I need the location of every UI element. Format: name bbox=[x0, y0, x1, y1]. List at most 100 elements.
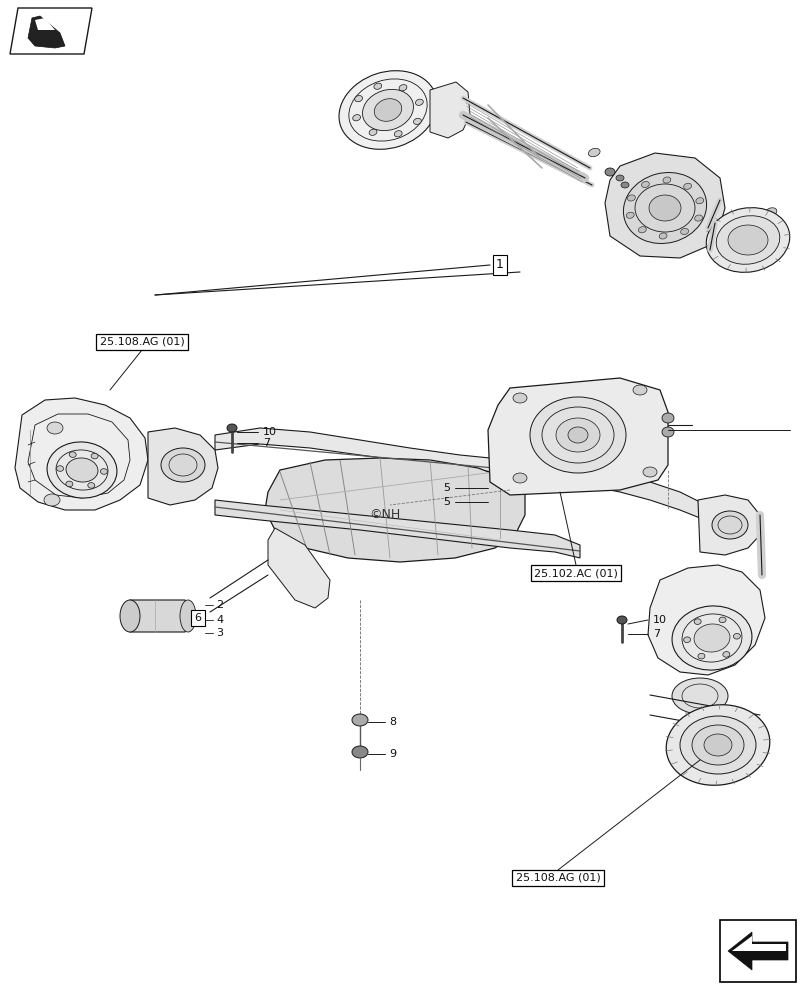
Ellipse shape bbox=[352, 115, 360, 121]
Ellipse shape bbox=[354, 96, 362, 102]
Ellipse shape bbox=[683, 637, 689, 643]
Text: 1: 1 bbox=[496, 258, 504, 271]
Ellipse shape bbox=[648, 195, 680, 221]
Ellipse shape bbox=[662, 177, 670, 183]
Text: 25.108.AG (01): 25.108.AG (01) bbox=[515, 873, 599, 883]
Text: 10: 10 bbox=[652, 615, 666, 625]
Ellipse shape bbox=[180, 600, 195, 632]
Ellipse shape bbox=[57, 466, 63, 471]
Ellipse shape bbox=[66, 481, 73, 487]
Polygon shape bbox=[148, 428, 217, 505]
Polygon shape bbox=[268, 528, 329, 608]
Ellipse shape bbox=[719, 617, 725, 623]
Ellipse shape bbox=[672, 678, 727, 714]
Ellipse shape bbox=[227, 424, 237, 432]
Ellipse shape bbox=[706, 208, 789, 272]
Ellipse shape bbox=[339, 71, 436, 149]
Ellipse shape bbox=[616, 616, 626, 624]
Polygon shape bbox=[10, 8, 92, 54]
Ellipse shape bbox=[665, 705, 769, 785]
Polygon shape bbox=[697, 495, 759, 555]
Ellipse shape bbox=[680, 228, 688, 235]
Ellipse shape bbox=[691, 725, 743, 765]
Text: 4: 4 bbox=[216, 615, 223, 625]
Text: 25.108.AG (01): 25.108.AG (01) bbox=[100, 337, 184, 347]
Ellipse shape bbox=[679, 716, 755, 774]
Polygon shape bbox=[215, 500, 579, 558]
Polygon shape bbox=[15, 398, 148, 510]
Text: 2: 2 bbox=[216, 600, 223, 610]
Ellipse shape bbox=[351, 714, 367, 726]
Polygon shape bbox=[579, 468, 699, 518]
Ellipse shape bbox=[727, 225, 767, 255]
Ellipse shape bbox=[661, 427, 673, 437]
Bar bbox=[719, 920, 795, 982]
Ellipse shape bbox=[732, 633, 740, 639]
Polygon shape bbox=[35, 18, 55, 30]
Ellipse shape bbox=[47, 442, 117, 498]
Ellipse shape bbox=[398, 85, 406, 91]
Ellipse shape bbox=[556, 418, 599, 452]
Ellipse shape bbox=[672, 606, 751, 670]
Ellipse shape bbox=[616, 175, 623, 181]
Ellipse shape bbox=[91, 453, 98, 459]
Polygon shape bbox=[126, 600, 188, 632]
Ellipse shape bbox=[362, 89, 413, 131]
Ellipse shape bbox=[351, 746, 367, 758]
Ellipse shape bbox=[88, 483, 95, 488]
Ellipse shape bbox=[513, 393, 526, 403]
Ellipse shape bbox=[513, 473, 526, 483]
Text: 5: 5 bbox=[443, 483, 449, 493]
Ellipse shape bbox=[47, 422, 63, 434]
Polygon shape bbox=[28, 16, 65, 48]
Ellipse shape bbox=[659, 233, 666, 239]
Ellipse shape bbox=[120, 600, 139, 632]
Polygon shape bbox=[647, 565, 764, 675]
Ellipse shape bbox=[394, 131, 401, 137]
Ellipse shape bbox=[711, 511, 747, 539]
Polygon shape bbox=[604, 153, 724, 258]
Ellipse shape bbox=[369, 129, 376, 135]
Text: 7: 7 bbox=[263, 438, 270, 448]
Ellipse shape bbox=[641, 181, 649, 188]
Ellipse shape bbox=[633, 385, 646, 395]
Ellipse shape bbox=[623, 172, 706, 244]
Ellipse shape bbox=[44, 494, 60, 506]
Polygon shape bbox=[215, 428, 579, 482]
Text: 5: 5 bbox=[443, 497, 449, 507]
Ellipse shape bbox=[693, 624, 729, 652]
Ellipse shape bbox=[413, 118, 421, 124]
Ellipse shape bbox=[588, 148, 599, 157]
Ellipse shape bbox=[697, 653, 704, 659]
Ellipse shape bbox=[620, 182, 629, 188]
Polygon shape bbox=[430, 82, 470, 138]
Text: 6: 6 bbox=[195, 613, 201, 623]
Ellipse shape bbox=[415, 99, 423, 105]
Ellipse shape bbox=[694, 215, 702, 221]
Ellipse shape bbox=[69, 452, 76, 457]
Ellipse shape bbox=[722, 652, 729, 657]
Text: 8: 8 bbox=[388, 717, 396, 727]
Ellipse shape bbox=[689, 182, 700, 191]
Ellipse shape bbox=[661, 413, 673, 423]
Ellipse shape bbox=[568, 427, 587, 443]
Ellipse shape bbox=[695, 198, 703, 204]
Ellipse shape bbox=[703, 734, 731, 756]
Text: 3: 3 bbox=[216, 628, 223, 638]
Text: 7: 7 bbox=[652, 629, 659, 639]
Ellipse shape bbox=[101, 469, 107, 474]
Ellipse shape bbox=[604, 168, 614, 176]
Ellipse shape bbox=[764, 208, 776, 216]
Ellipse shape bbox=[374, 99, 401, 121]
Ellipse shape bbox=[637, 227, 646, 233]
Ellipse shape bbox=[627, 195, 634, 201]
Ellipse shape bbox=[625, 212, 633, 218]
Polygon shape bbox=[727, 932, 787, 970]
Ellipse shape bbox=[642, 467, 656, 477]
Ellipse shape bbox=[715, 216, 779, 264]
Ellipse shape bbox=[161, 448, 204, 482]
Ellipse shape bbox=[530, 397, 625, 473]
Ellipse shape bbox=[373, 83, 381, 89]
Text: ©NH: ©NH bbox=[369, 508, 400, 522]
Text: 9: 9 bbox=[388, 749, 396, 759]
